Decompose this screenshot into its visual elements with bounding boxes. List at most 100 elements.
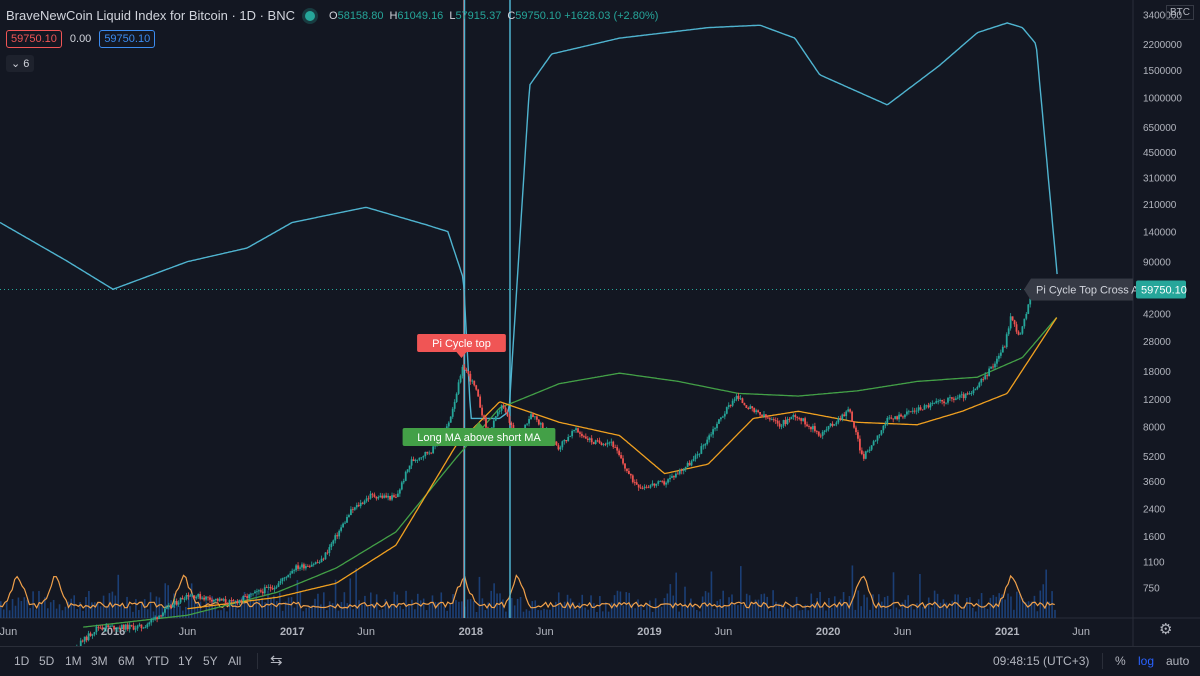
volume-bar [91, 602, 93, 618]
volume-bar [143, 599, 146, 618]
candle-body [841, 414, 844, 420]
timeframe-1d[interactable]: 1D [14, 654, 30, 668]
candle-body [880, 430, 883, 435]
candle-body [398, 489, 401, 494]
candle-body [205, 596, 207, 600]
volume-bar [99, 606, 102, 618]
volume-bar [883, 597, 886, 618]
volume-bar [434, 602, 437, 618]
candle-body [757, 410, 760, 412]
candle-body [140, 624, 143, 629]
timeframe-5y[interactable]: 5Y [203, 654, 218, 668]
timeframe-5d[interactable]: 5D [39, 654, 55, 668]
chart-area[interactable]: 3400000 2200000 1500000 1000000 650000 450000… [0, 0, 1200, 646]
volume-bar [67, 601, 70, 618]
candle-body [322, 558, 325, 560]
candle-body [839, 418, 842, 420]
volume-bar [557, 592, 560, 618]
candle-body [156, 617, 159, 619]
candle-body [751, 406, 754, 409]
volume-bar [957, 594, 959, 618]
volume-bar [226, 611, 228, 618]
pi-cycle-top-label: Pi Cycle top [417, 334, 506, 358]
volume-bar [85, 597, 87, 618]
volume-bar [1054, 609, 1056, 618]
candle-body [588, 438, 591, 440]
timeframe-1m[interactable]: 1M [65, 654, 82, 668]
timeframe-ytd[interactable]: YTD [145, 654, 169, 668]
x-tick-label: 2020 [816, 626, 840, 638]
percent-toggle[interactable]: % [1115, 654, 1126, 668]
y-tick-label: 2200000 [1143, 40, 1182, 51]
volume-bar [364, 595, 366, 618]
candle-body [410, 459, 413, 466]
toolbar-divider [257, 653, 258, 669]
auto-toggle[interactable]: auto [1166, 654, 1190, 668]
indicator-value-1: 59750.10 [6, 30, 62, 48]
volume-bar [599, 596, 601, 618]
candle-body [475, 385, 478, 390]
candle-body [404, 471, 407, 481]
candle-body [663, 481, 666, 485]
candle-body [479, 396, 482, 408]
volume-bar [971, 607, 974, 618]
symbol-title[interactable]: BraveNewCoin Liquid Index for Bitcoin · … [6, 8, 296, 23]
candle-body [328, 547, 331, 553]
timeframe-1y[interactable]: 1Y [178, 654, 193, 668]
candle-body [1017, 331, 1020, 335]
volume-bar [751, 604, 754, 618]
volume-bar [158, 597, 161, 618]
candle-body [256, 591, 258, 593]
candle-body [295, 565, 297, 571]
candle-body [872, 441, 875, 446]
open-value: 58158.80 [337, 9, 384, 22]
candle-body [122, 624, 125, 630]
volume-bar [789, 605, 792, 618]
volume-bar [678, 611, 680, 618]
candle-body [622, 458, 624, 464]
volume-bar [88, 590, 90, 618]
volume-bar [666, 593, 669, 618]
candle-body [915, 410, 918, 412]
candle-body [1021, 326, 1024, 334]
volume-bar [173, 593, 175, 618]
volume-bar [182, 610, 184, 618]
volume-bar [690, 598, 692, 618]
candle-body [653, 483, 656, 486]
gear-icon[interactable]: ⚙ [1159, 621, 1173, 638]
timeframe-6m[interactable]: 6M [118, 654, 135, 668]
volume-bar [317, 593, 319, 618]
volume-bar [698, 611, 701, 618]
candle-body [761, 414, 763, 417]
candle-body [812, 426, 814, 430]
log-toggle[interactable]: log [1138, 654, 1155, 668]
volume-bar [281, 610, 284, 618]
compare-icon[interactable]: ⇆ [270, 652, 283, 669]
volume-bar [531, 601, 534, 618]
candle-body [355, 505, 358, 508]
timeframe-3m[interactable]: 3M [91, 654, 108, 668]
volume-bar [29, 608, 31, 618]
candle-body [643, 486, 646, 489]
volume-bar [590, 595, 592, 618]
x-tick-label: 2021 [995, 626, 1019, 638]
candle-body [905, 411, 908, 415]
candle-body [988, 368, 991, 377]
candle-body [935, 401, 938, 403]
indicators-collapse-button[interactable]: ⌄ 6 [6, 55, 35, 72]
candle-body [735, 395, 738, 400]
candle-body [884, 423, 887, 426]
timeframe-all[interactable]: All [228, 654, 242, 668]
candle-body [743, 403, 746, 406]
candle-body [165, 606, 168, 609]
candle-body [804, 418, 806, 425]
y-tick-label: 140000 [1143, 228, 1177, 239]
clock[interactable]: 09:48:15 (UTC+3) [993, 654, 1090, 668]
candle-body [414, 460, 417, 461]
volume-bar [323, 592, 325, 618]
candle-body [629, 473, 632, 476]
candle-body [968, 393, 971, 395]
candle-body [126, 624, 129, 630]
candle-body [199, 594, 202, 599]
x-tick-label: 2018 [459, 626, 483, 638]
